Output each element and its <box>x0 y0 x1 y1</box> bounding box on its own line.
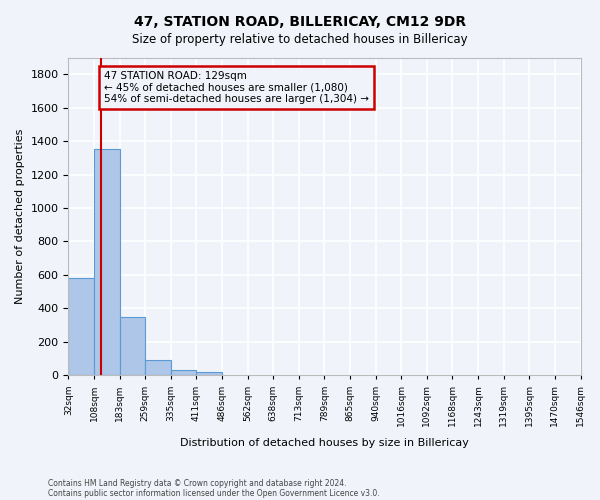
Text: Contains public sector information licensed under the Open Government Licence v3: Contains public sector information licen… <box>48 488 380 498</box>
Bar <box>196 372 222 375</box>
Bar <box>119 316 145 375</box>
X-axis label: Distribution of detached houses by size in Billericay: Distribution of detached houses by size … <box>180 438 469 448</box>
Bar <box>171 370 196 375</box>
Bar <box>94 150 119 375</box>
Bar <box>68 278 94 375</box>
Text: Size of property relative to detached houses in Billericay: Size of property relative to detached ho… <box>132 32 468 46</box>
Bar <box>145 360 171 375</box>
Text: Contains HM Land Registry data © Crown copyright and database right 2024.: Contains HM Land Registry data © Crown c… <box>48 478 347 488</box>
Y-axis label: Number of detached properties: Number of detached properties <box>15 128 25 304</box>
Text: 47, STATION ROAD, BILLERICAY, CM12 9DR: 47, STATION ROAD, BILLERICAY, CM12 9DR <box>134 15 466 29</box>
Text: 47 STATION ROAD: 129sqm
← 45% of detached houses are smaller (1,080)
54% of semi: 47 STATION ROAD: 129sqm ← 45% of detache… <box>104 71 369 104</box>
